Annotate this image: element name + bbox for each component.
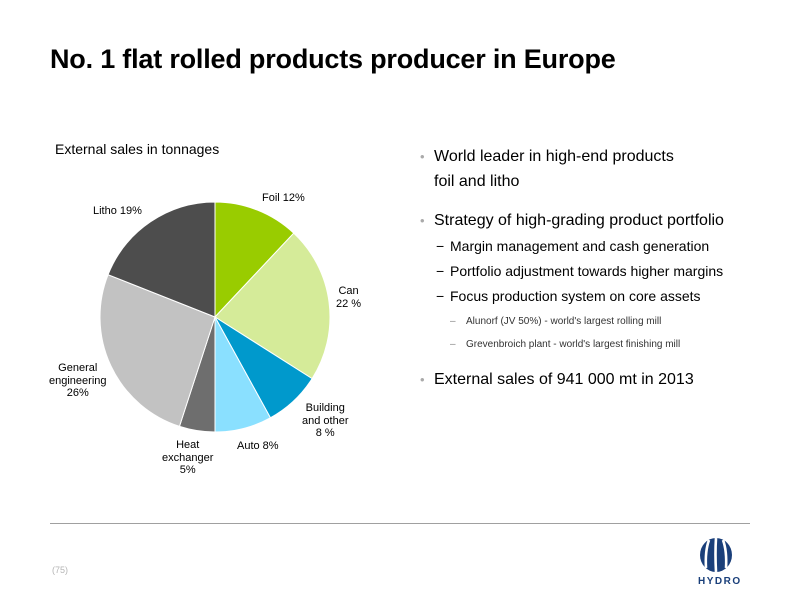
pie-slice-litho [107, 201, 216, 318]
sub-bullet: Focus production system on core assets [434, 284, 790, 309]
pie-label-line: General [58, 362, 98, 374]
pie-label-auto: Auto 8% [237, 440, 279, 453]
pie-label-line: 22 % [336, 297, 362, 310]
pie-label-line: Foil 12% [262, 192, 305, 204]
bullet-text: Strategy of high-grading product portfol… [434, 212, 724, 229]
bullet-strategy: Strategy of high-grading product portfol… [420, 208, 790, 356]
sub-sub-bullet: Grevenbroich plant - world's largest fin… [434, 333, 790, 356]
chart-title: External sales in tonnages [55, 141, 220, 157]
pie-label-line: and other [302, 414, 349, 427]
bullet-list: World leader in high-end products foil a… [420, 144, 790, 406]
pie-label-litho: Litho 19% [93, 205, 142, 218]
bullet-text: External sales of 941 000 mt in 2013 [434, 371, 694, 388]
pie-label-line: Auto 8% [237, 440, 279, 452]
pie-label-line: 26% [66, 387, 89, 399]
bullet-external-sales: External sales of 941 000 mt in 2013 [420, 367, 790, 392]
pie-slice-can [214, 232, 331, 380]
bullet-text: World leader in high-end products [434, 148, 674, 165]
pie-label-line: Heat [176, 439, 200, 451]
page-number: (75) [52, 565, 69, 575]
hydro-logo-icon [700, 537, 732, 573]
sub-sub-bullet-list: Alunorf (JV 50%) - world's largest rolli… [434, 310, 790, 356]
pie-slice-general-engineering [99, 274, 216, 428]
pie-label-building-and-other: Building and other 8 % [302, 402, 348, 440]
pie-label-line: Can [338, 285, 359, 297]
pie-label-line: engineering [49, 374, 107, 387]
pie-label-heat-exchanger: Heat exchanger 5% [162, 439, 213, 477]
sub-sub-bullet: Alunorf (JV 50%) - world's largest rolli… [434, 310, 790, 333]
pie-label-line: 8 % [315, 427, 335, 439]
bullet-world-leader: World leader in high-end products foil a… [420, 144, 790, 194]
sub-bullet-list: Margin management and cash generation Po… [434, 234, 790, 309]
pie-label-general-engineering: General engineering 26% [49, 362, 107, 400]
pie-label-line: exchanger [162, 451, 214, 464]
pie-label-foil: Foil 12% [262, 192, 305, 205]
pie-label-line: 5% [179, 464, 196, 476]
logo-text: HYDRO [698, 576, 742, 587]
footer-divider [50, 523, 750, 524]
pie-slice-foil [214, 201, 295, 319]
pie-label-line: Litho 19% [93, 205, 142, 217]
slide-title: No. 1 flat rolled products producer in E… [50, 44, 616, 74]
bullet-text: foil and litho [434, 173, 520, 190]
sub-bullet: Margin management and cash generation [434, 234, 790, 259]
pie-label-line: Building [305, 402, 345, 414]
sub-bullet: Portfolio adjustment towards higher marg… [434, 259, 790, 284]
pie-label-can: Can 22 % [336, 285, 361, 310]
